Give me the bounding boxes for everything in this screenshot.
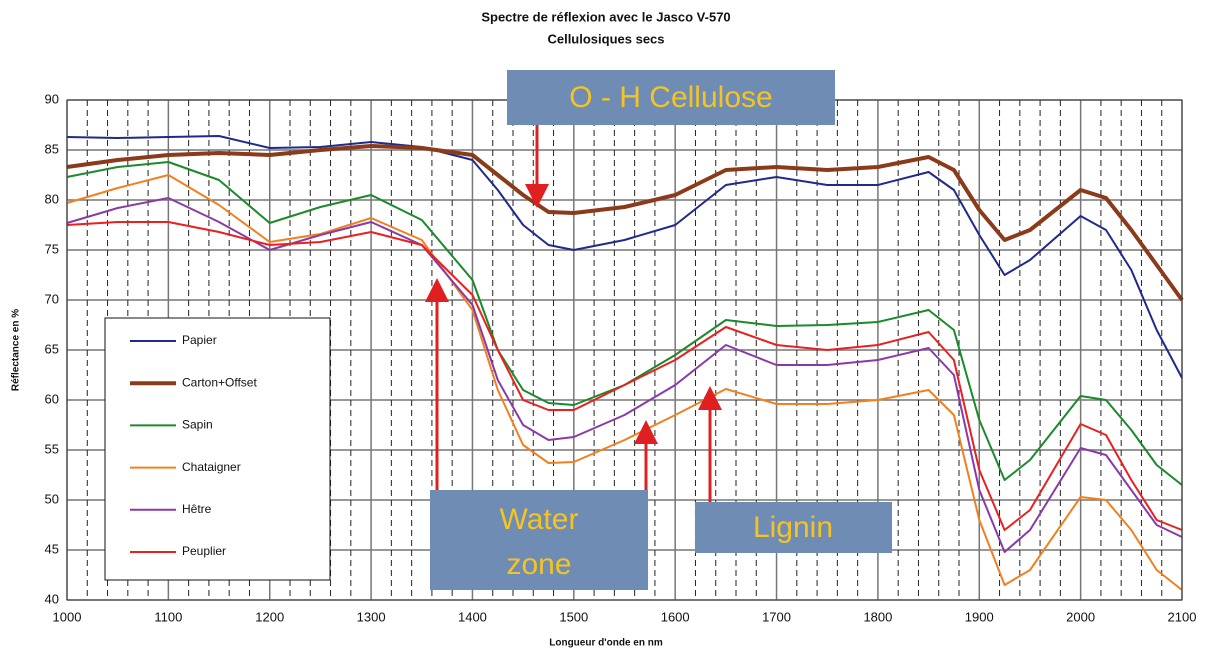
annotation-box [430, 490, 648, 590]
legend-label: Sapin [182, 418, 213, 432]
x-tick-label: 1500 [559, 609, 588, 624]
x-axis-label: Longueur d'onde en nm [549, 638, 663, 649]
y-tick-label: 60 [45, 391, 59, 406]
y-tick-label: 85 [45, 141, 59, 156]
y-tick-label: 70 [45, 291, 59, 306]
series-line [66, 197, 1183, 553]
legend-label: Papier [182, 333, 217, 347]
y-tick-label: 80 [45, 191, 59, 206]
annotation-box [507, 70, 835, 125]
annotation: Lignin [753, 511, 833, 544]
y-tick-label: 40 [45, 591, 59, 606]
annotation: Water [500, 503, 579, 536]
y-tick-label: 45 [45, 541, 59, 556]
x-tick-label: 1400 [458, 609, 487, 624]
series-line [66, 135, 1183, 379]
annotation: O - H Cellulose [569, 81, 772, 114]
legend-label: Chataigner [182, 460, 241, 474]
annotation: zone [506, 548, 571, 581]
x-tick-label: 1300 [357, 609, 386, 624]
x-tick-label: 1800 [863, 609, 892, 624]
series-line [66, 174, 1183, 591]
arrows [425, 120, 722, 530]
series-line [66, 144, 1184, 302]
legend-label: Hêtre [182, 502, 212, 516]
annotation-box [695, 502, 892, 553]
x-tick-label: 1000 [53, 609, 82, 624]
chart-subtitle: Cellulosiques secs [547, 31, 664, 46]
x-tick-label: 1100 [154, 609, 182, 624]
y-axis-label: Réflectance en % [11, 309, 22, 391]
annotations: O - H Cellulose Water zone Lignin [430, 70, 892, 590]
x-tick-label: 1200 [255, 609, 284, 624]
x-tick-label: 1700 [762, 609, 791, 624]
y-tick-label: 75 [45, 241, 59, 256]
legend-label: Carton+Offset [182, 375, 257, 389]
x-tick-label: 1900 [965, 609, 994, 624]
y-tick-label: 55 [45, 441, 59, 456]
lines [66, 135, 1184, 591]
y-tick-label: 90 [45, 91, 59, 106]
legend-box [104, 317, 331, 581]
y-tick-label: 65 [45, 341, 59, 356]
x-tick-label: 2000 [1066, 609, 1095, 624]
legend: Papier Carton+Offset Sapin Chataigner Hêtre P… [104, 317, 331, 581]
legend-label: Peuplier [182, 544, 226, 558]
chart-title: Spectre de réflexion avec le Jasco V-570 [481, 9, 730, 24]
series-line [66, 161, 1183, 486]
series-line [66, 221, 1183, 531]
x-tick-label: 2100 [1168, 609, 1197, 624]
x-tick-label: 1600 [661, 609, 690, 624]
y-tick-label: 50 [45, 491, 59, 506]
